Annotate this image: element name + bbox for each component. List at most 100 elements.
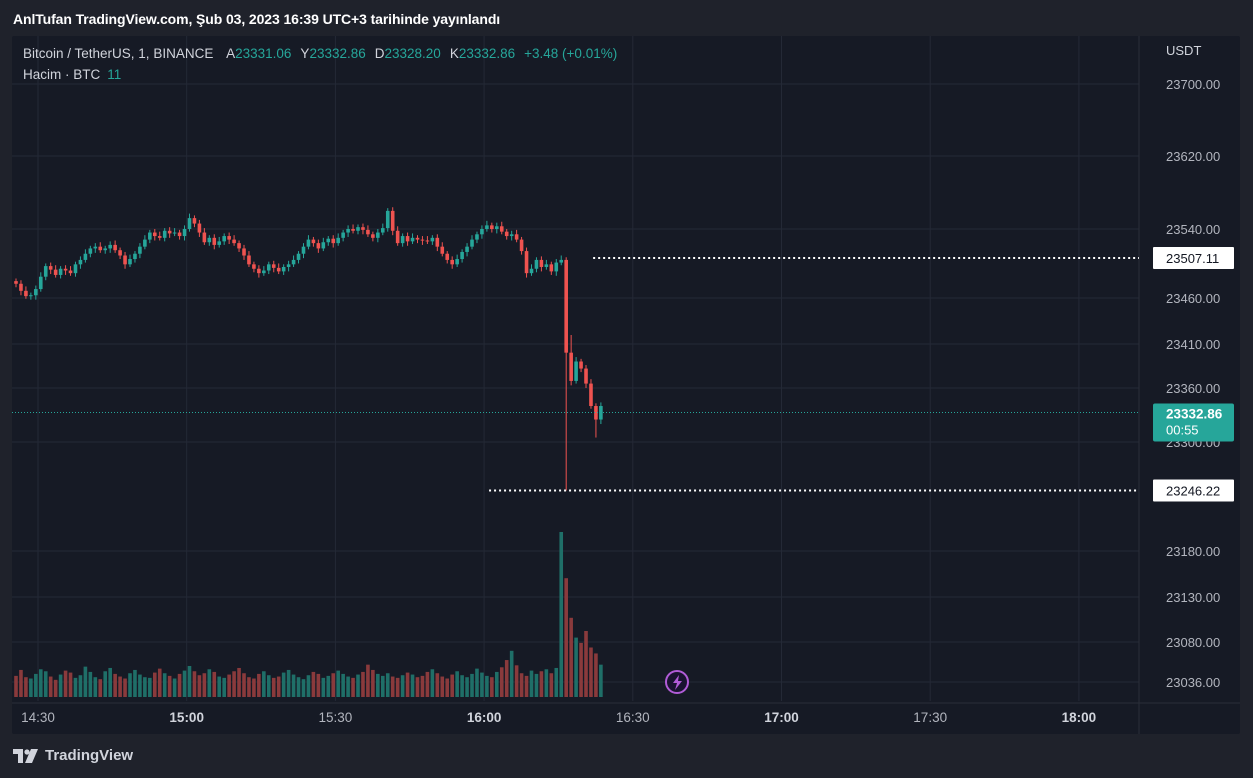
volume-bar — [435, 673, 440, 697]
volume-value: 11 — [107, 67, 122, 82]
candle-body — [202, 232, 207, 243]
candle-body — [63, 268, 68, 271]
candle-body — [262, 270, 266, 274]
volume-bar — [197, 675, 202, 697]
level-price-tag — [1153, 479, 1234, 502]
candle-body — [336, 237, 340, 244]
volume-bar — [351, 677, 355, 697]
price-tick-label: 23036.00 — [1166, 675, 1220, 690]
volume-bar — [222, 677, 226, 697]
volume-bar — [306, 675, 311, 697]
tradingview-brand[interactable]: TradingView — [13, 747, 133, 764]
symbol-title[interactable]: Bitcoin / TetherUS, 1, BINANCE — [23, 46, 214, 61]
volume-bar — [177, 673, 182, 697]
volume-bar — [376, 673, 380, 697]
volume-bar — [524, 675, 529, 697]
volume-bar — [380, 675, 385, 697]
candle-body — [475, 234, 479, 240]
time-tick-label: 14:30 — [21, 710, 55, 725]
candle-body — [83, 253, 88, 260]
candle-body — [326, 238, 331, 243]
candle-body — [123, 255, 127, 265]
volume-bar — [395, 677, 400, 697]
volume-bar — [341, 673, 345, 697]
volume-bar — [425, 671, 430, 697]
candle-body — [14, 281, 18, 284]
volume-bar — [534, 673, 539, 697]
candle-body — [247, 255, 251, 265]
volume-bar — [599, 664, 603, 697]
volume-bar — [38, 669, 43, 697]
candle-body — [187, 218, 192, 229]
candle-body — [425, 240, 430, 242]
volume-bar — [133, 669, 137, 697]
candle-body — [29, 295, 33, 297]
price-tick-label: 23360.00 — [1166, 381, 1220, 396]
volume-bar — [48, 676, 53, 697]
candle-body — [415, 237, 420, 240]
candle-body — [356, 227, 360, 231]
candle-body — [584, 368, 588, 384]
candle-body — [172, 232, 177, 234]
publish-caption: AnlTufan TradingView.com, Şub 03, 2023 1… — [13, 11, 501, 27]
volume-bar — [217, 676, 222, 697]
low-label: D — [374, 46, 385, 61]
chart-panel[interactable]: USDT 23700.00 23620.00 23540.00 23460.00 2341… — [12, 36, 1240, 734]
candle-body — [420, 239, 425, 241]
candle-body — [395, 230, 400, 244]
volume-bar — [589, 647, 593, 697]
candle-body — [519, 239, 524, 252]
volume-bar — [465, 677, 469, 697]
volume-bar — [385, 673, 390, 697]
current-price-label: 23332.86 — [1166, 406, 1223, 421]
candle-body — [341, 232, 345, 238]
open-value: 23331.06 — [235, 46, 292, 61]
candle-body — [222, 236, 226, 242]
volume-bar — [237, 667, 241, 697]
candle-body — [574, 361, 578, 381]
candle-body — [465, 246, 469, 252]
volume-bar — [157, 668, 162, 697]
volume-bar — [123, 678, 127, 697]
volume-bar — [430, 669, 435, 697]
volume-bar — [202, 673, 207, 697]
time-tick-label: 18:00 — [1062, 710, 1097, 725]
price-axis-currency: USDT — [1166, 43, 1201, 58]
volume-bar — [24, 677, 28, 697]
volume-bar — [276, 676, 281, 697]
candle-body — [460, 251, 464, 260]
candle-body — [554, 262, 559, 272]
candle-body — [113, 244, 117, 251]
volume-bar — [584, 631, 588, 697]
volume-bar — [212, 671, 217, 697]
volume-bar — [138, 674, 142, 697]
volume-bar — [227, 674, 231, 697]
volume-bar — [485, 675, 489, 697]
candle-body — [589, 383, 593, 407]
close-value: 23332.86 — [458, 46, 516, 61]
volume-bar — [19, 669, 23, 697]
volume-bar — [113, 673, 117, 697]
volume-bar — [53, 679, 58, 697]
candle-body — [257, 268, 261, 274]
volume-bar — [128, 673, 132, 697]
volume-bar — [182, 670, 187, 697]
candlestick-chart[interactable]: USDT 23700.00 23620.00 23540.00 23460.00 2341… — [12, 36, 1240, 734]
candle-body — [286, 264, 291, 267]
volume-bar — [108, 667, 112, 697]
volume-label[interactable]: Hacim · BTC — [23, 67, 101, 82]
volume-bar — [271, 677, 276, 697]
symbol-legend: Bitcoin / TetherUS, 1, BINANCE A23331.06… — [23, 46, 626, 61]
candle-body — [207, 237, 212, 243]
candle-body — [366, 229, 370, 235]
volume-bar — [252, 678, 256, 697]
candle-body — [470, 239, 474, 247]
tradingview-logo-icon — [13, 748, 38, 763]
candle-body — [509, 234, 514, 237]
volume-bar — [366, 664, 370, 697]
time-tick-label: 16:00 — [467, 710, 502, 725]
volume-bar — [450, 674, 454, 697]
volume-bar — [192, 671, 197, 697]
candle-body — [559, 259, 564, 263]
candle-body — [331, 238, 336, 244]
